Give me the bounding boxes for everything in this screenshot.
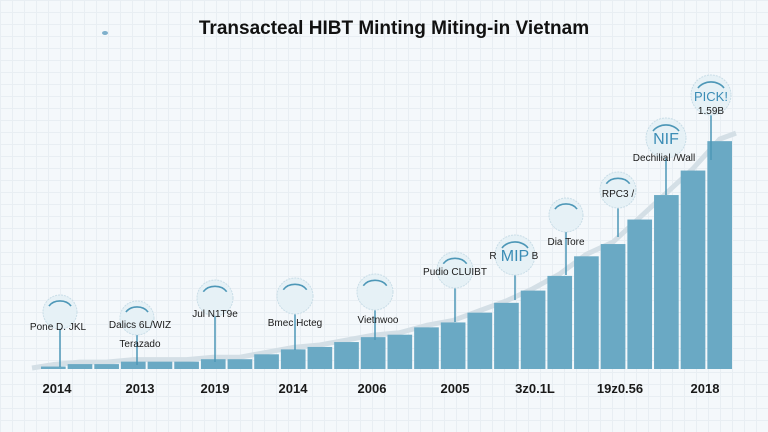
badge-arc-icon <box>652 124 680 132</box>
annotation-marker: Bmec Hcteg <box>268 277 322 350</box>
x-tick-label: 19z0.56 <box>597 381 643 396</box>
annotation-marker: Pone D. JKL <box>30 294 87 367</box>
x-tick-label: 2014 <box>279 381 309 396</box>
bar <box>547 275 573 369</box>
bar <box>574 256 599 369</box>
badge-arc-icon <box>554 203 578 210</box>
bar <box>307 346 333 369</box>
bar <box>227 359 253 369</box>
bar <box>387 334 413 369</box>
annotation-label: Vietnwoo <box>358 315 399 326</box>
bar <box>627 219 653 369</box>
annotation-marker: Vietnwoo <box>356 273 399 340</box>
annotation-label: Dechilial /Wall <box>633 153 695 164</box>
annotation-inner-text: NIF <box>653 131 679 148</box>
chart-title: Transacteal HIBT Minting Miting-in Vietn… <box>198 18 590 39</box>
bar <box>147 361 173 369</box>
annotation-marker: Pudio CLUIBT <box>423 251 487 322</box>
bar <box>120 361 146 369</box>
badge-arc-icon <box>442 257 468 265</box>
bar <box>360 337 386 369</box>
x-tick-label: 2005 <box>441 381 470 396</box>
annotation-label: 1.59B <box>698 106 724 117</box>
badge-arc-icon <box>282 283 308 291</box>
annotation-marker: MIP R B <box>489 234 539 300</box>
annotation-badge <box>276 277 314 315</box>
badge-arc-icon <box>362 279 388 287</box>
x-tick-label: 2019 <box>201 381 230 396</box>
annotation-label: Jul N1T9e <box>192 309 238 320</box>
bar <box>520 290 546 369</box>
bar <box>467 312 493 369</box>
x-tick-label: 3z0.1L <box>515 381 555 396</box>
annotation-label: Bmec Hcteg <box>268 318 322 329</box>
annotation-marker: Dia Tore <box>547 197 585 275</box>
annotation-label: Dia Tore <box>547 237 584 248</box>
annotation-label: Pudio CLUIBT <box>423 267 487 278</box>
badge-arc-icon <box>697 81 725 89</box>
x-tick-label: 2018 <box>691 381 720 396</box>
badge-arc-icon <box>605 177 631 185</box>
annotation-sublabel: Terazado <box>119 339 161 350</box>
annotation-marker: Dalics 6L/WIZ Terazado <box>109 300 171 365</box>
badge-arc-icon <box>125 306 149 313</box>
badge-arc-icon <box>48 300 72 307</box>
bar <box>654 195 679 369</box>
annotation-inner-text: MIP <box>501 248 529 265</box>
bar <box>254 354 279 369</box>
bar <box>67 364 93 369</box>
x-tick-label: 2006 <box>358 381 387 396</box>
badge-arc-icon <box>202 285 228 293</box>
bar <box>680 170 706 369</box>
annotation-marker: PICK! 1.59B <box>690 74 732 160</box>
bar <box>707 141 732 369</box>
annotation-label: RPC3 / <box>602 189 634 200</box>
bar <box>200 359 226 369</box>
annotation-marker: Jul N1T9e <box>192 279 238 362</box>
badge-arc-icon <box>501 241 529 249</box>
decorative-dot <box>102 31 108 35</box>
bar <box>174 361 199 369</box>
annotation-label: Dalics 6L/WIZ <box>109 320 171 331</box>
bar <box>440 322 466 369</box>
annotation-sublabel: B <box>532 251 539 262</box>
bar <box>494 302 519 369</box>
bar <box>414 327 439 369</box>
bar <box>334 342 359 369</box>
trend-edge <box>31 130 737 371</box>
annotation-label: R <box>489 251 496 262</box>
annotation-badge <box>548 197 584 233</box>
bar <box>280 349 306 369</box>
bar <box>94 364 119 369</box>
bar <box>41 366 66 369</box>
annotation-badge <box>356 273 394 311</box>
annotation-marker: NIF Dechilial /Wall <box>633 117 695 195</box>
x-tick-label: 2014 <box>43 381 73 396</box>
annotation-marker: RPC3 / <box>599 171 637 237</box>
annotation-label: Pone D. JKL <box>30 322 87 333</box>
bar <box>600 244 626 369</box>
annotation-inner-text: PICK! <box>694 89 728 104</box>
x-tick-label: 2013 <box>126 381 155 396</box>
